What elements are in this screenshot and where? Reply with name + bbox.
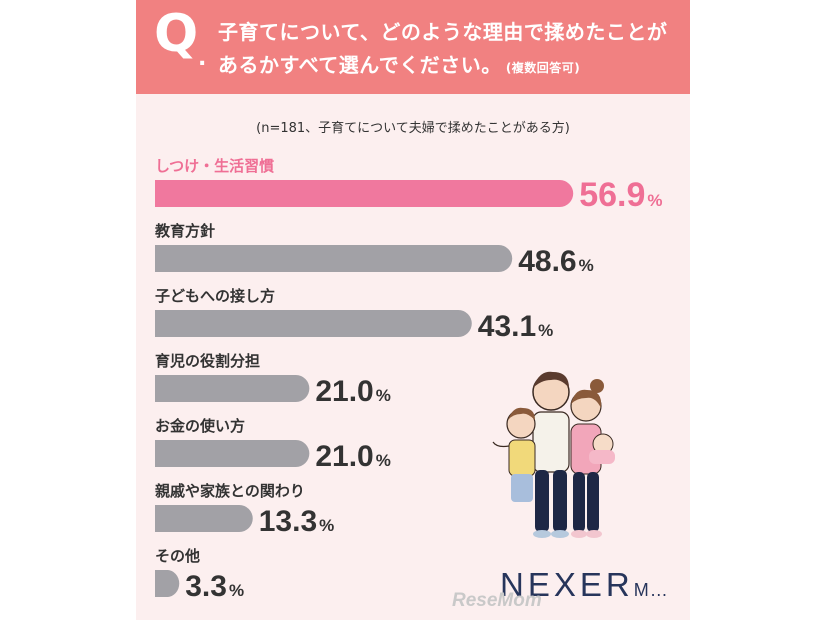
logo-text: NEXER [500,566,634,603]
bar-left-edge [155,375,169,402]
value-number: 13.3 [259,505,317,538]
survey-card: Q . 子育てについて、どのような理由で揉めたことが あるかすべて選んでください… [136,0,690,620]
category-label: 育児の役割分担 [155,352,260,370]
category-label: その他 [155,547,200,565]
value-unit: % [319,516,334,535]
value-unit: % [376,451,391,470]
bar-left-edge [155,245,169,272]
bar-left-edge [155,180,169,207]
value-label: 21.0% [315,375,391,408]
value-unit: % [579,256,594,275]
q-dot: . [198,46,207,71]
value-label: 48.6% [518,245,594,278]
value-number: 21.0 [315,375,373,408]
value-label: 21.0% [315,440,391,473]
value-label: 3.3% [185,570,244,603]
question-note: (複数回答可) [505,61,581,75]
bar [155,375,310,402]
bar-left-edge [155,505,169,532]
value-number: 43.1 [478,310,536,343]
bar [155,310,472,337]
chart-subtitle: (n=181、子育てについて夫婦で揉めたことがある方) [256,121,570,136]
value-number: 21.0 [315,440,373,473]
resemom-watermark: ReseMom [452,590,542,611]
bar [155,505,253,532]
value-unit: % [376,386,391,405]
value-number: 48.6 [518,245,576,278]
bar-left-edge [155,440,169,467]
category-label: 子どもへの接し方 [155,287,275,305]
bar-chart: しつけ・生活習慣 56.9 % 教育方針 48.6 % 子どもへの接し方 43.1 % 育児の役割… [154,157,663,603]
value-number: 56.9 [579,176,645,214]
question-line-2-text: あるかすべて選んでください。 [218,53,502,77]
value-number: 3.3 [185,570,227,603]
category-label: お金の使い方 [155,417,245,435]
value-unit: % [538,321,553,340]
question-line-1: 子育てについて、どのような理由で揉めたことが [218,20,668,44]
bar [155,180,574,207]
category-label: しつけ・生活習慣 [155,157,274,175]
nexer-logo: NEXERM… [500,566,669,604]
bar [155,245,513,272]
category-label: 親戚や家族との関わり [155,482,305,500]
bar [155,440,310,467]
question-line-2: あるかすべて選んでください。 (複数回答可) [218,49,580,78]
value-label: 56.9% [579,176,662,214]
question-header: Q . 子育てについて、どのような理由で揉めたことが あるかすべて選んでください… [136,0,690,94]
family-illustration [492,371,615,538]
value-label: 43.1% [478,310,554,343]
q-mark: Q [154,4,199,64]
logo-suffix: M… [633,580,669,600]
value-unit: % [647,191,662,210]
category-label: 教育方針 [154,222,215,240]
bar-left-edge [155,570,169,597]
bar-left-edge [155,310,169,337]
value-unit: % [229,581,244,600]
value-label: 13.3% [259,505,335,538]
